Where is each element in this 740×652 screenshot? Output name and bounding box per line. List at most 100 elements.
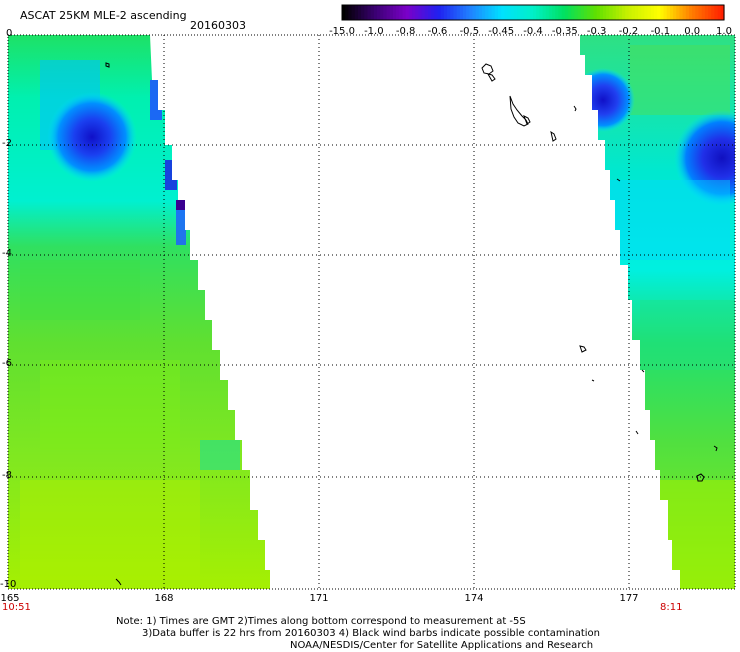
colorbar-segment [676,5,681,20]
colorbar-segment [545,5,550,20]
lon-label-168: 168 [154,593,174,604]
colorbar-segment [447,5,451,20]
grid-lines [8,35,735,589]
colorbar-segment [625,5,630,20]
colorbar-segment [558,5,563,20]
colorbar-label: -0.6 [427,26,448,37]
colorbar-label: -0.5 [459,26,480,37]
colorbar-segment [704,5,709,20]
colorbar-segment [599,5,604,20]
colorbar-segment [501,5,505,20]
colorbar-segment [520,5,525,20]
colorbar-segment [638,5,642,20]
colorbar-segment [517,5,521,20]
colorbar-segment [596,5,601,20]
colorbar-segment [666,5,671,20]
colorbar-segment [462,5,467,20]
colorbar-segment [708,5,712,20]
colorbar-segment [593,5,598,20]
colorbar-segment [717,5,722,20]
colorbar-segment [577,5,582,20]
colorbar-segment [415,5,419,20]
colorbar-segment [510,5,515,20]
colorbar-segment [370,5,375,20]
colorbar-segment [714,5,719,20]
colorbar-segment [615,5,620,20]
colorbar-segment [504,5,509,20]
colorbar-segment [399,5,404,20]
colorbar-border [341,4,725,21]
colorbar-segment [564,5,569,20]
colorbar-segment [345,5,349,20]
wind-map [7,34,736,590]
colorbar-segment [418,5,423,20]
map-frame [7,34,736,590]
colorbar-segment [682,5,687,20]
colorbar-segment [494,5,499,20]
footer-note-3: NOAA/NESDIS/Center for Satellite Applica… [290,640,594,651]
colorbar-label: -0.8 [395,26,416,37]
colorbar-segment [367,5,372,20]
colorbar-label: -0.45 [488,26,515,37]
colorbar-segment [631,5,636,20]
left-swath [8,35,270,589]
colorbar-label: -0.1 [650,26,671,37]
colorbar-segment [612,5,617,20]
colorbar-segment [497,5,502,20]
colorbar-segment [348,5,353,20]
colorbar-segment [427,5,432,20]
colorbar-segment [533,5,537,20]
colorbar-segment [548,5,553,20]
colorbar-segment [542,5,547,20]
colorbar-segment [396,5,400,20]
colorbar-label: -15.0 [329,26,355,37]
colorbar-segment [434,5,439,20]
colorbar-segment [412,5,416,20]
colorbar [341,4,725,21]
colorbar-label: -0.35 [551,26,578,37]
colorbar-segment [386,5,391,20]
colorbar-segment [408,5,413,20]
lat-label-minus8: -8 [2,470,12,481]
colorbar-segment [342,5,346,20]
colorbar-segment [392,5,397,20]
colorbar-label: -0.4 [523,26,543,37]
lat-label-minus10: -10 [0,579,17,590]
colorbar-segment [609,5,614,20]
colorbar-segment [536,5,540,20]
colorbar-segment [657,5,661,20]
colorbar-segment [685,5,690,20]
colorbar-segment [552,5,556,20]
colorbar-segment [389,5,394,20]
lat-label-0: 0 [6,28,13,39]
colorbar-segment [351,5,356,20]
colorbar-segment [571,5,575,20]
colorbar-segment [628,5,633,20]
colorbar-segment [695,5,700,20]
colorbar-segment [361,5,365,20]
colorbar-label: -0.3 [586,26,607,37]
time-right: 8:11 [660,602,683,613]
colorbar-segment [443,5,448,20]
header-date: 20160303 [190,19,246,32]
colorbar-segment [580,5,585,20]
colorbar-segment [456,5,461,20]
colorbar-segment [488,5,493,20]
colorbar-segment [606,5,610,20]
header-title: ASCAT 25KM MLE-2 ascending [20,9,187,22]
time-left: 10:51 [2,602,31,613]
colorbar-segment [364,5,369,20]
colorbar-segment [568,5,572,20]
colorbar-segment [660,5,665,20]
colorbar-segment [653,5,658,20]
colorbar-segment [431,5,435,20]
colorbar-segment [590,5,595,20]
colorbar-segment [561,5,566,20]
colorbar-segment [475,5,480,20]
colorbar-segment [698,5,703,20]
colorbar-segment [539,5,544,20]
colorbar-segment [663,5,668,20]
colorbar-segment [466,5,470,20]
colorbar-segment [641,5,646,20]
colorbar-segment [507,5,512,20]
